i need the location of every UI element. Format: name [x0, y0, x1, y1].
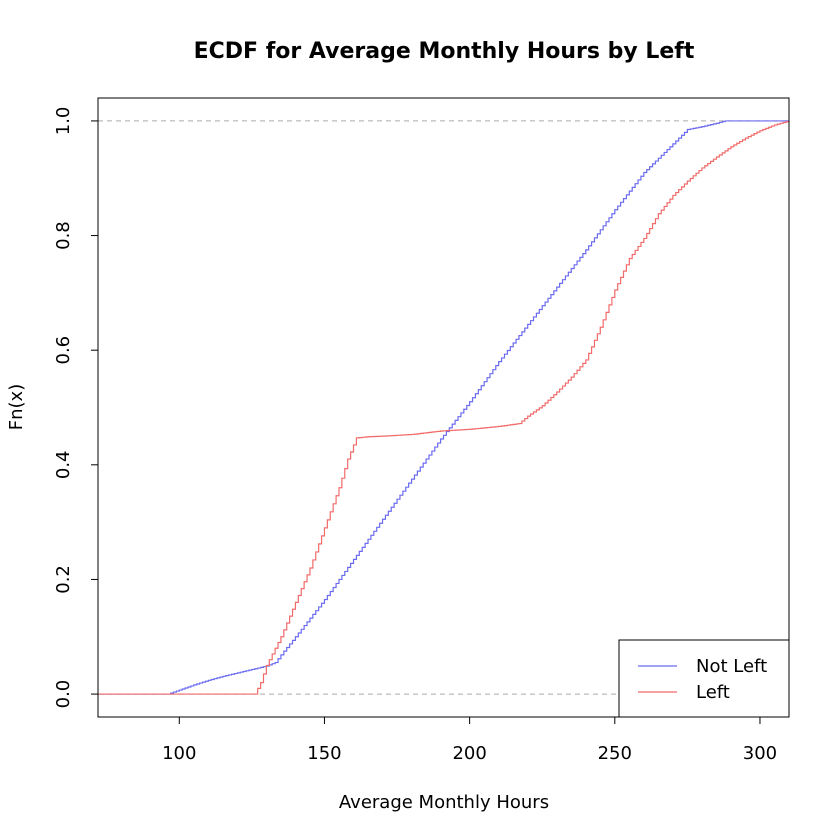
y-tick-label: 0.6: [53, 336, 74, 365]
y-tick-label: 0.0: [53, 680, 74, 709]
y-tick-label: 1.0: [53, 107, 74, 136]
y-axis: 0.0 0.2 0.4 0.6 0.8 1.0: [53, 107, 98, 709]
reference-lines: [98, 120, 789, 695]
series-layer: [98, 120, 790, 695]
legend-box: [618, 639, 790, 718]
y-axis-label: Fn(x): [6, 384, 27, 430]
x-axis-label: Average Monthly Hours: [339, 792, 549, 813]
legend-label: Left: [696, 682, 730, 703]
plot-frame: [97, 97, 790, 718]
y-tick-label: 0.2: [53, 565, 74, 594]
legend: Not Left Left: [618, 639, 790, 718]
y-tick-label: 0.8: [53, 221, 74, 250]
y-tick-label: 0.4: [53, 450, 74, 479]
x-axis: 100 150 200 250 300: [162, 717, 777, 764]
x-tick-label: 100: [162, 743, 196, 764]
x-tick-label: 200: [452, 743, 486, 764]
series-line-left: [98, 120, 790, 695]
legend-label: Not Left: [696, 656, 767, 677]
series-line-not-left: [98, 120, 789, 695]
x-tick-label: 300: [743, 743, 777, 764]
x-tick-label: 150: [307, 743, 341, 764]
chart-title: ECDF for Average Monthly Hours by Left: [194, 39, 695, 64]
x-tick-label: 250: [598, 743, 632, 764]
